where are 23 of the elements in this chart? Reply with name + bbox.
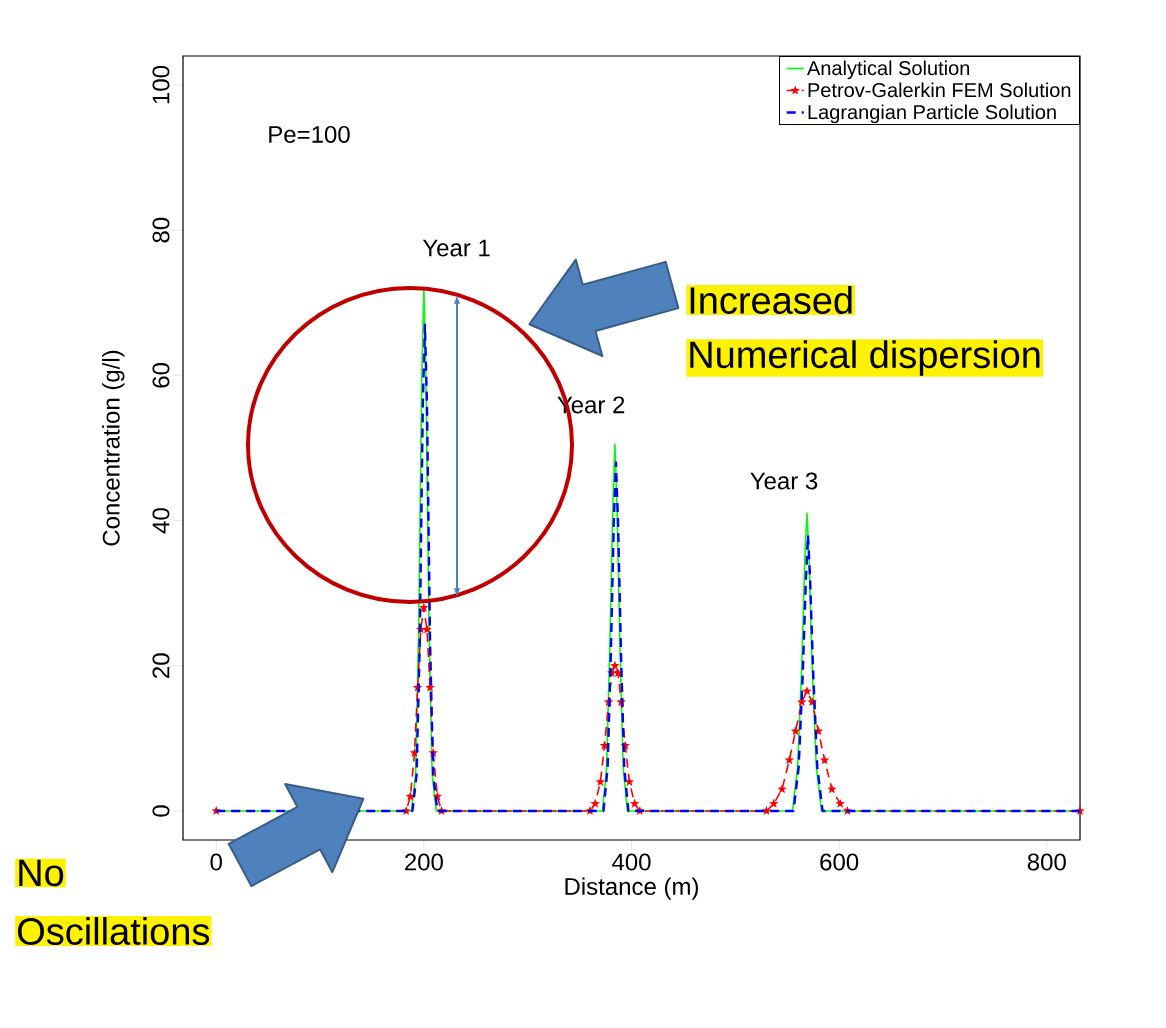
annotation: Numerical dispersion [690, 340, 1040, 376]
text: Oscillations [18, 917, 210, 945]
y-tick-label: 0 [152, 805, 170, 817]
annotation: Year 1 [422, 239, 490, 257]
y-tick-label: 80 [152, 217, 170, 243]
x-tick-label: 0 [210, 853, 222, 871]
x-axis-title: Distance (m) [565, 877, 698, 900]
y-tick-label: 60 [152, 363, 170, 388]
text: No [19, 859, 64, 887]
legend-label: Lagrangian Particle Solution [808, 104, 1056, 124]
y-tick-label: 100 [152, 65, 170, 104]
x-tick-label: 400 [612, 853, 651, 871]
x-tick-label: 800 [1027, 853, 1066, 871]
annotation: Pe=100 [269, 125, 350, 143]
y-tick-label: 20 [152, 653, 170, 678]
annotation: Increased [690, 286, 852, 314]
legend-label: Petrov-Galerkin FEM Solution [808, 82, 1071, 98]
legend-label: Analytical Solution [807, 60, 970, 80]
y-axis-title: Concentration (g/l) [102, 350, 125, 546]
annotation: Year 3 [750, 472, 818, 490]
y-tick-label: 40 [152, 508, 170, 534]
x-tick-label: 200 [405, 853, 443, 871]
x-tick-label: 600 [820, 853, 859, 871]
